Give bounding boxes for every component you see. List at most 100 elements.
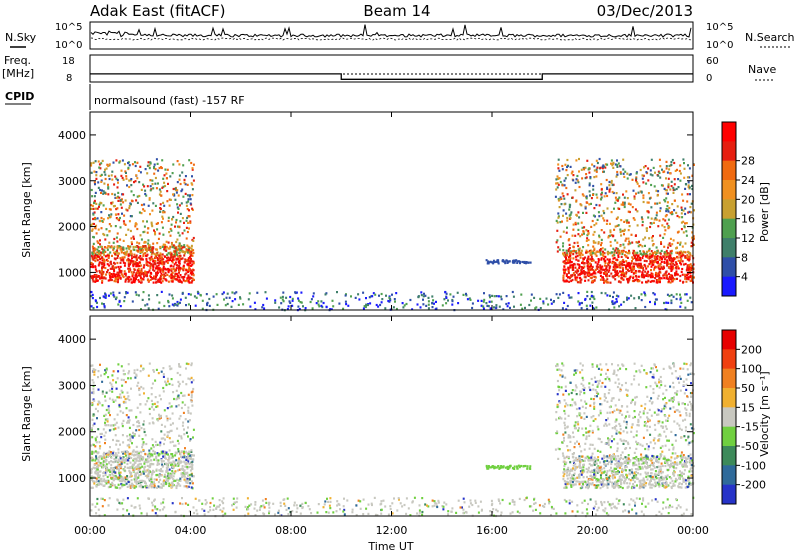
power-echo [123, 222, 126, 225]
power-echo [606, 258, 609, 261]
power-echo [618, 196, 621, 199]
power-echo [572, 174, 575, 177]
power-echo [571, 266, 574, 269]
velocity-echo [110, 383, 113, 386]
power-echo [571, 274, 574, 277]
power-echo [137, 274, 140, 277]
power-echo [156, 279, 159, 282]
power-echo [119, 216, 121, 220]
power-echo [155, 275, 157, 278]
noise-tick-bottom-right: 10^0 [706, 40, 733, 51]
power-echo [128, 207, 131, 210]
power-echo [565, 249, 568, 252]
power-echo [647, 210, 650, 213]
velocity-echo [642, 477, 645, 480]
velocity-echo [174, 463, 177, 466]
power-echo [187, 198, 190, 201]
velocity-echo [99, 464, 102, 467]
velocity-echo [117, 463, 120, 466]
power-echo [621, 252, 624, 255]
power-echo [635, 172, 638, 175]
power-echo [91, 293, 94, 296]
power-echo [683, 167, 686, 170]
power-echo [557, 177, 560, 180]
power-echo [677, 178, 680, 181]
power-echo [563, 272, 566, 275]
power-echo [141, 277, 144, 280]
power-echo [190, 273, 193, 276]
power-echo [118, 161, 121, 164]
power-echo [90, 204, 93, 207]
velocity-echo [148, 478, 151, 481]
velocity-echo [101, 455, 104, 458]
power-echo [112, 247, 115, 250]
velocity-echo [181, 401, 184, 404]
power-echo [577, 222, 580, 225]
velocity-echo [141, 459, 144, 462]
power-echo [637, 264, 640, 267]
velocity-echo [104, 424, 107, 427]
power-echo [625, 237, 628, 240]
power-echo [602, 250, 604, 253]
power-echo [637, 262, 640, 265]
power-echo [691, 231, 694, 234]
velocity-echo [128, 426, 131, 429]
velocity-echo [92, 398, 95, 401]
velocity-echo [167, 477, 170, 480]
velocity-echo [117, 448, 120, 451]
power-echo [139, 255, 142, 258]
power-echo [187, 276, 190, 279]
velocity-echo [111, 385, 114, 388]
power-echo [616, 164, 619, 167]
velocity-echo [157, 481, 160, 484]
power-echo [574, 266, 577, 269]
power-echo [97, 228, 100, 231]
velocity-echo [115, 439, 118, 442]
power-echo [330, 308, 333, 311]
velocity-echo [131, 453, 134, 456]
power-echo [140, 264, 143, 267]
power-echo [649, 225, 652, 229]
velocity-echo [178, 363, 180, 366]
power-echo [563, 301, 566, 304]
velocity-echo [149, 463, 152, 466]
velocity-echo [115, 387, 118, 390]
power-echo [679, 252, 682, 255]
power-echo [565, 231, 568, 234]
power-echo [628, 240, 631, 243]
velocity-echo [167, 472, 170, 475]
power-echo [577, 273, 580, 276]
power-echo [112, 248, 115, 251]
power-echo [168, 231, 171, 234]
power-echo [580, 168, 583, 171]
power-echo [578, 303, 581, 306]
power-echo [627, 202, 630, 205]
power-echo [171, 218, 173, 221]
velocity-echo [118, 472, 121, 475]
power-echo [164, 278, 167, 281]
velocity-echo [620, 464, 623, 467]
power-echo [683, 263, 685, 266]
power-echo [179, 298, 182, 301]
power-echo [570, 250, 572, 253]
velocity-echo [146, 464, 149, 467]
power-echo [108, 230, 111, 233]
power-echo [570, 296, 573, 299]
power-echo [94, 259, 97, 263]
velocity-echo [190, 362, 193, 365]
power-echo [135, 254, 138, 257]
velocity-echo [177, 459, 180, 462]
power-echo [165, 172, 168, 175]
power-echo [187, 264, 190, 267]
velocity-echo [138, 474, 140, 477]
velocity-echo [190, 450, 193, 453]
power-echo [102, 190, 105, 193]
power-echo [584, 177, 587, 180]
power-echo [149, 258, 152, 262]
power-echo [167, 256, 170, 259]
power-echo [660, 242, 663, 245]
power-echo [140, 308, 142, 311]
power-echo [642, 252, 645, 255]
power-echo [342, 307, 345, 310]
power-echo [174, 225, 176, 228]
